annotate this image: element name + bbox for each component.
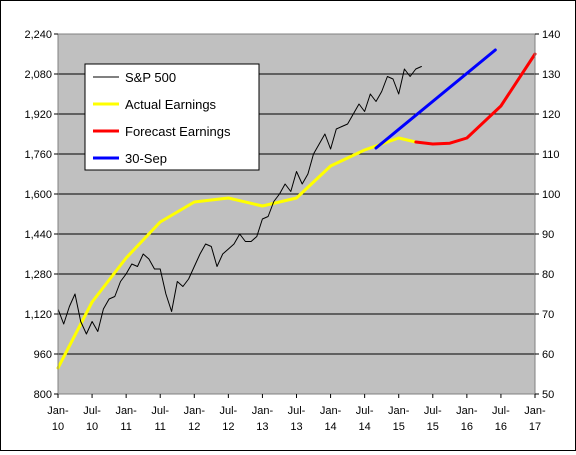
left-tick-label: 1,440 [24,229,52,241]
x-tick-label-month: Jul- [83,405,101,417]
right-tick-label: 140 [542,29,560,41]
x-tick-label-year: 15 [393,421,405,433]
series-line-actual-earnings [56,136,418,370]
legend-label-30-sep: 30-Sep [125,151,167,166]
right-tick-label: 70 [542,309,554,321]
left-tick-label: 1,920 [24,109,52,121]
x-tick-label-year: 14 [324,421,336,433]
right-tick-label: 120 [542,109,560,121]
x-tick-label-month: Jan- [456,405,478,417]
series-line-forecast-earnings [414,52,537,146]
series-line-s-p-500 [57,66,422,335]
left-tick-label: 800 [34,389,52,401]
right-tick-label: 100 [542,189,560,201]
x-tick-label-month: Jan- [47,405,69,417]
legend: S&P 500 Actual Earnings Forecast Earnings 3… [84,63,260,171]
x-tick-label-month: Jul- [492,405,510,417]
x-tick-label-month: Jul- [288,405,306,417]
x-tick-label-year: 15 [427,421,439,433]
x-tick-label-month: Jan- [320,405,342,417]
x-tick-label-month: Jan- [184,405,206,417]
x-tick-label-month: Jan- [115,405,137,417]
x-tick-label-year: 11 [120,421,131,433]
series-line-30-sep [374,48,497,150]
x-tick-label-year: 12 [222,421,234,433]
right-tick-label: 60 [542,349,554,361]
x-tick-label-year: 13 [256,421,268,433]
x-tick-label-month: Jan- [252,405,274,417]
x-tick-label-year: 16 [461,421,473,433]
x-tick-label-year: 13 [290,421,302,433]
x-tick-label-year: 17 [529,421,541,433]
left-axis: 800 960 1,120 1,280 1,440 1,600 1,760 1,920 2,08… [24,29,58,401]
right-axis: 50 60 70 80 90 100 110 120 130 140 [535,29,560,401]
right-tick-label: 90 [542,229,554,241]
x-tick-label-year: 16 [495,421,507,433]
x-tick-label-month: Jul- [424,405,442,417]
legend-label-forecast-earnings: Forecast Earnings [125,124,231,139]
x-tick-label-year: 10 [52,421,64,433]
legend-label-actual-earnings: Actual Earnings [125,97,217,112]
left-tick-label: 1,600 [24,189,52,201]
left-tick-label: 960 [34,349,52,361]
left-tick-label: 1,120 [24,309,52,321]
right-tick-label: 110 [542,149,560,161]
legend-label-s-p-500: S&P 500 [125,70,176,85]
x-tick-label-month: Jan- [524,405,546,417]
x-tick-label-year: 11 [155,421,166,433]
left-tick-label: 2,080 [24,69,52,81]
right-tick-label: 50 [542,389,554,401]
x-tick-label-year: 10 [86,421,98,433]
legend-box [84,63,260,171]
left-tick-label: 2,240 [24,29,52,41]
left-tick-label: 1,280 [24,269,52,281]
x-tick-label-year: 12 [188,421,200,433]
series-layer [56,48,537,370]
x-tick-label-month: Jul- [151,405,169,417]
right-tick-label: 130 [542,69,560,81]
right-tick-label: 80 [542,269,554,281]
x-axis: Jan- 10 Jul- 10 Jan- 11 Jul- 11 Jan- 12 Jul- 12 Jan-… [47,394,546,433]
x-tick-label-month: Jul- [356,405,374,417]
x-tick-label-month: Jan- [388,405,410,417]
left-tick-label: 1,760 [24,149,52,161]
x-tick-label-year: 14 [359,421,371,433]
x-tick-label-month: Jul- [219,405,237,417]
